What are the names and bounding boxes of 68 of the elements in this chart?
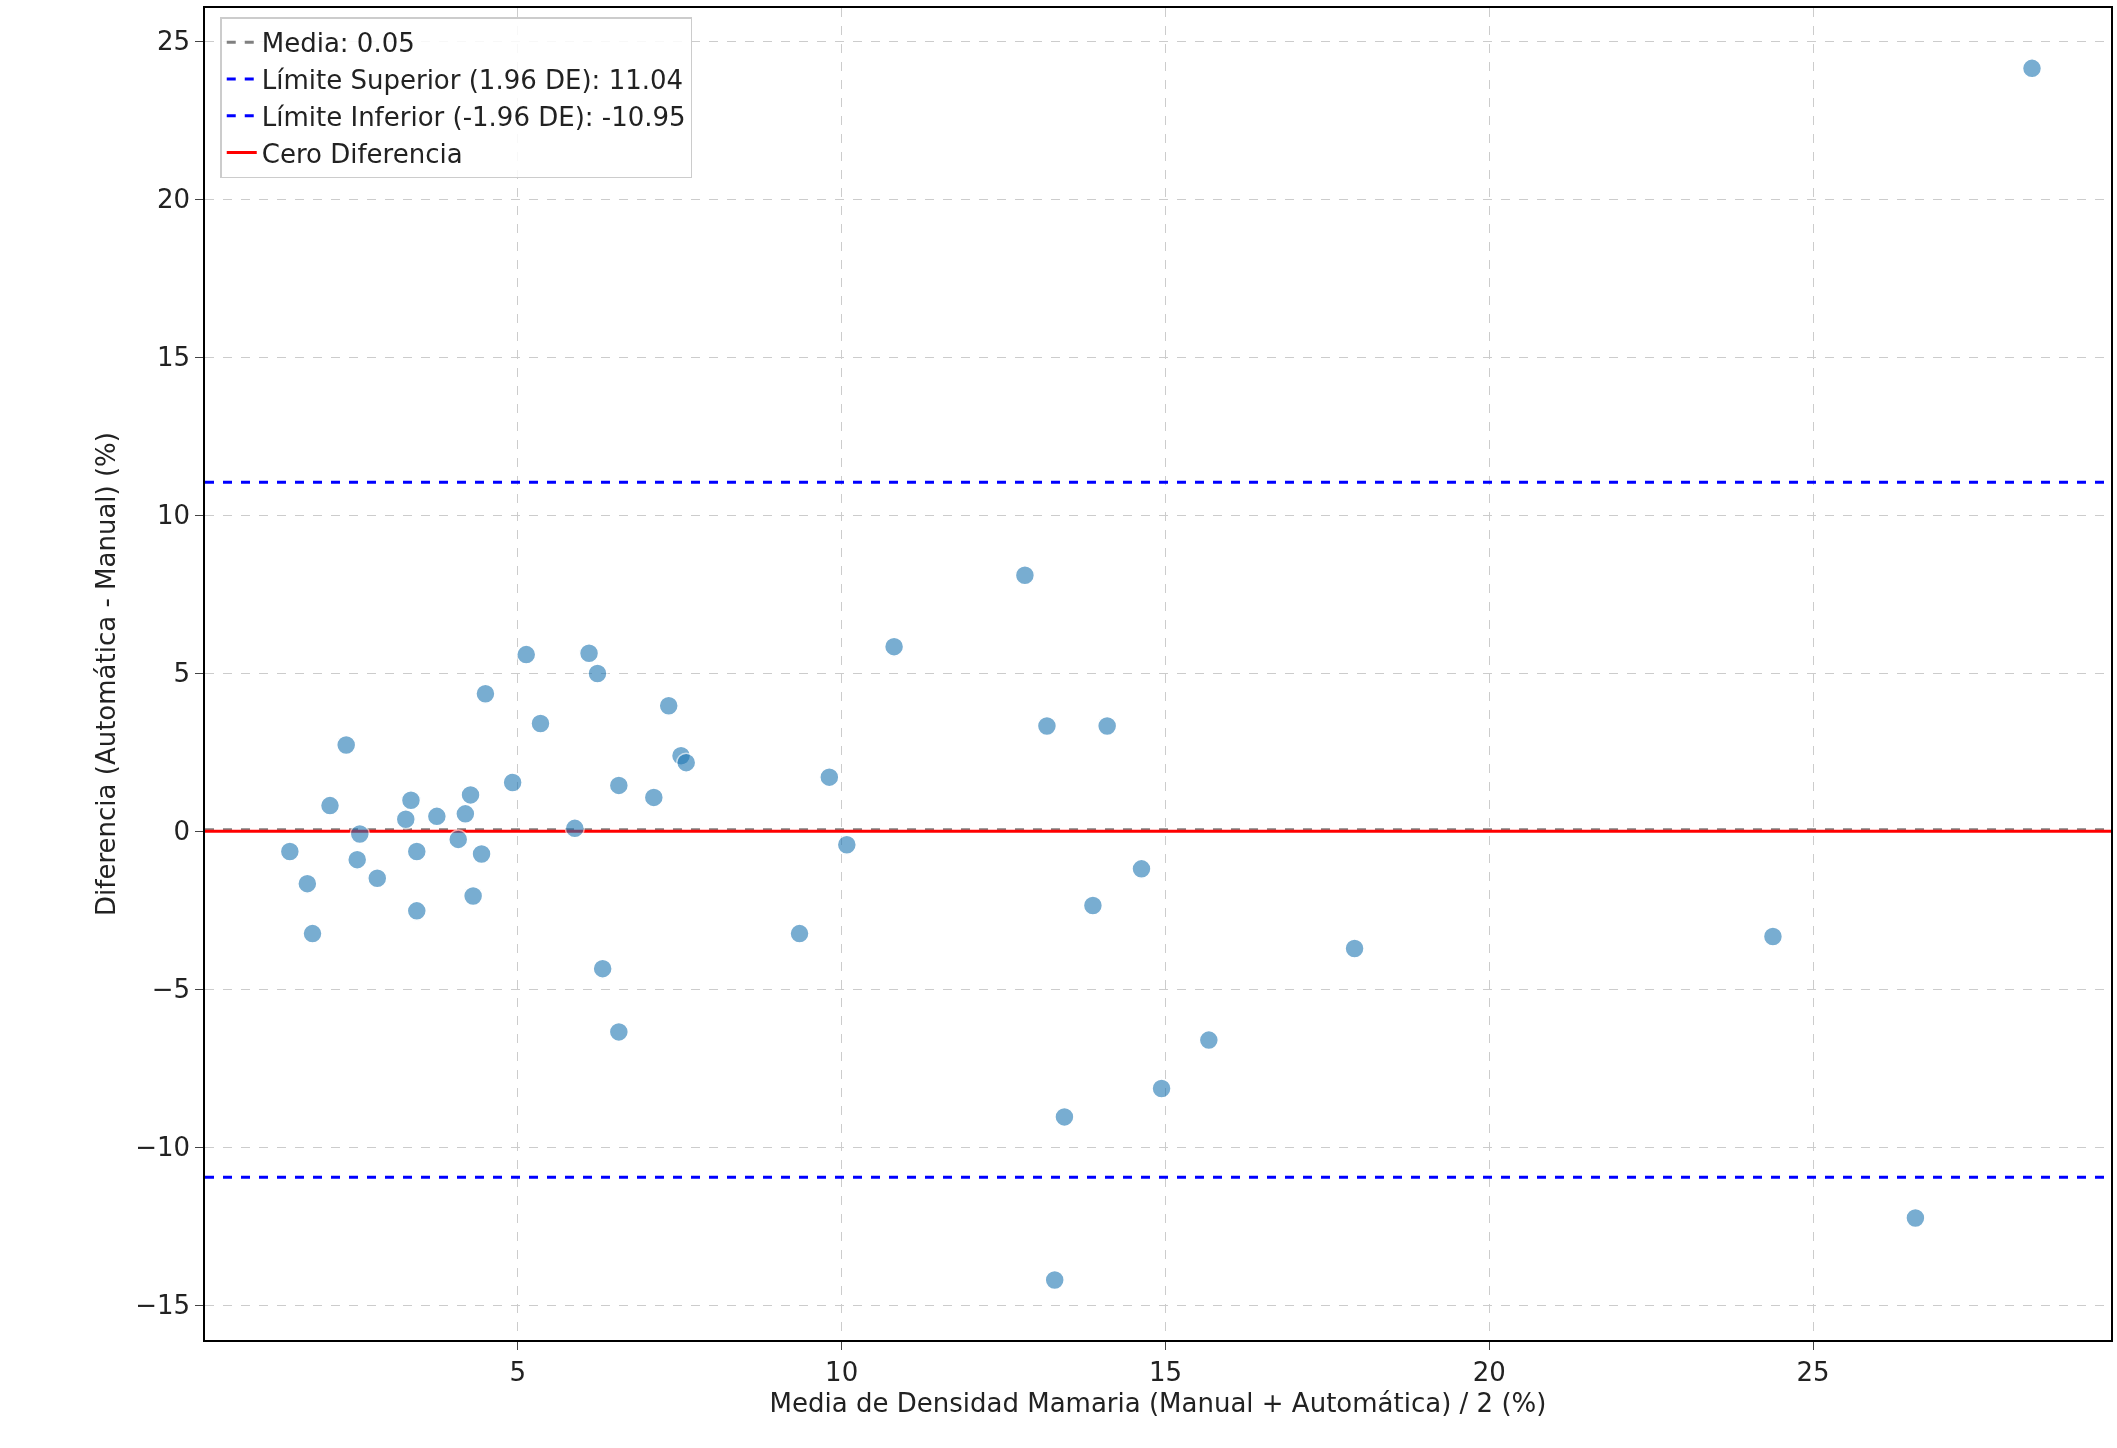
legend-label: Media: 0.05 <box>261 28 415 59</box>
point <box>475 683 496 704</box>
point <box>279 841 301 862</box>
x-tick-label: 5 <box>509 1356 527 1387</box>
y-tick-label: 5 <box>173 658 191 689</box>
point <box>592 958 613 979</box>
point <box>587 663 608 684</box>
point <box>1082 895 1104 916</box>
point <box>608 1021 630 1043</box>
point <box>608 775 630 796</box>
y-tick-label: 10 <box>156 500 191 531</box>
point <box>426 806 448 827</box>
point <box>1044 1269 1065 1291</box>
point <box>643 787 665 808</box>
y-tick-label: 0 <box>173 816 191 847</box>
y-tick-label: −10 <box>135 1132 191 1163</box>
point <box>400 790 422 811</box>
point <box>455 803 476 825</box>
point <box>346 849 368 870</box>
y-axis-title: Diferencia (Automática - Manual) (%) <box>91 432 122 916</box>
y-tick-label: 20 <box>156 184 191 215</box>
y-tick-label: 15 <box>156 342 191 373</box>
point <box>302 923 323 944</box>
y-tick-label: −5 <box>151 974 191 1005</box>
point <box>1131 858 1152 880</box>
point <box>297 873 318 894</box>
point <box>1198 1029 1220 1051</box>
point <box>1762 926 1784 947</box>
x-tick-label: 25 <box>1796 1356 1830 1387</box>
point <box>406 841 428 862</box>
x-tick-label: 20 <box>1472 1356 1506 1387</box>
x-tick-label: 15 <box>1148 1356 1182 1387</box>
point <box>578 643 600 664</box>
point <box>1014 565 1036 586</box>
point <box>2021 58 2043 79</box>
point <box>1905 1207 1926 1229</box>
point <box>460 784 481 806</box>
point <box>395 808 417 830</box>
point <box>349 823 371 845</box>
legend-label: Cero Diferencia <box>261 138 463 169</box>
point <box>406 900 428 922</box>
point <box>819 766 840 788</box>
point <box>367 868 388 889</box>
point <box>335 734 357 756</box>
point <box>502 772 523 793</box>
point <box>515 644 537 665</box>
y-tick-label: −15 <box>135 1290 191 1321</box>
point <box>658 695 679 716</box>
point <box>1151 1078 1172 1099</box>
x-tick-label: 10 <box>825 1356 859 1387</box>
y-tick-label: 25 <box>156 26 191 57</box>
point <box>1344 938 1365 959</box>
point <box>1096 715 1118 737</box>
point <box>447 829 469 850</box>
point <box>564 818 586 839</box>
point <box>1036 715 1058 737</box>
point <box>789 923 810 944</box>
point <box>530 713 551 734</box>
point <box>883 636 905 657</box>
point <box>1054 1106 1075 1128</box>
point <box>471 843 492 865</box>
point <box>319 795 341 816</box>
point <box>675 752 697 773</box>
legend-label: Límite Inferior (-1.96 DE): -10.95 <box>261 101 686 132</box>
point <box>462 885 484 907</box>
point <box>836 834 858 856</box>
x-axis-title: Media de Densidad Mamaria (Manual + Automática) / 2 (%) <box>769 1388 1547 1419</box>
legend-label: Límite Superior (1.96 DE): 11.04 <box>261 65 684 96</box>
